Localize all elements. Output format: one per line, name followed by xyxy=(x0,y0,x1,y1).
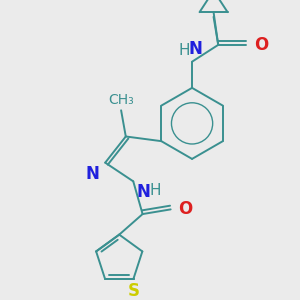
Text: H: H xyxy=(149,183,161,198)
Text: N: N xyxy=(137,183,151,201)
Text: N: N xyxy=(86,164,100,182)
Text: O: O xyxy=(178,200,192,218)
Text: S: S xyxy=(128,282,140,300)
Text: O: O xyxy=(254,36,268,54)
Text: N: N xyxy=(189,40,203,58)
Text: CH₃: CH₃ xyxy=(108,93,134,106)
Text: H: H xyxy=(179,43,190,58)
